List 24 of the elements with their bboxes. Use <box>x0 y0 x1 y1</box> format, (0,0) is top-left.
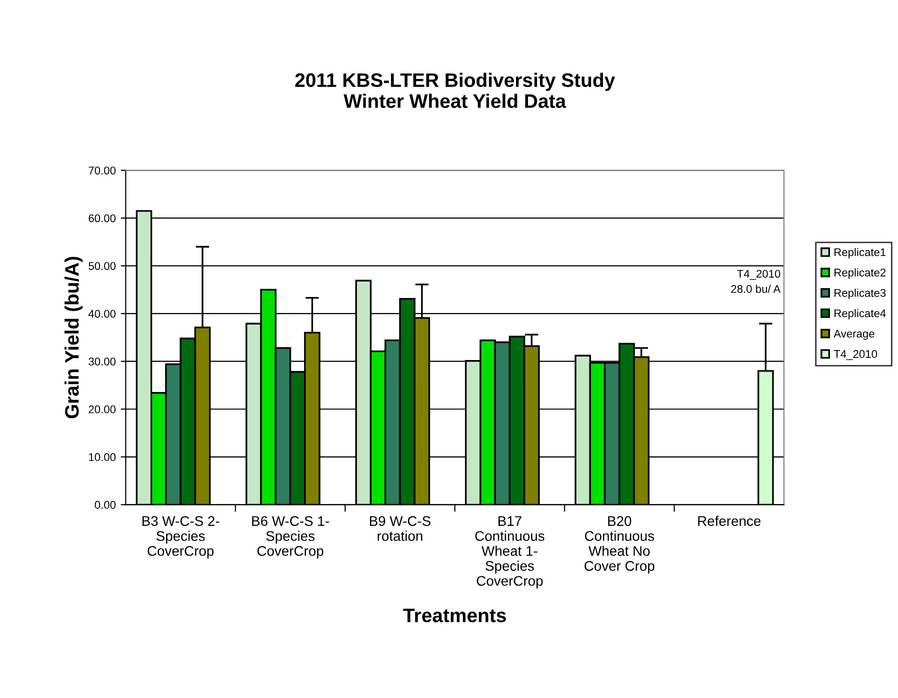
x-tick-label: B3 W-C-S 2- Species CoverCrop <box>142 516 220 559</box>
y-tick-label: 40.00 <box>88 310 116 318</box>
y-tick-label: 0.00 <box>94 500 116 509</box>
legend-label: T4_2010 <box>834 350 878 360</box>
annotation: T4_2010 28.0 bu/ A <box>731 270 781 293</box>
legend-label: Replicate4 <box>834 309 886 320</box>
y-tick-label: 70.00 <box>88 166 116 174</box>
x-tick-label: B17 Continuous Wheat 1- Species CoverCrop <box>475 516 544 589</box>
x-tick-label: B20 Continuous Wheat No Cover Crop <box>584 516 654 574</box>
y-tick-label: 10.00 <box>89 453 116 462</box>
x-tick-label: B6 W-C-S 1- Species CoverCrop <box>252 516 329 559</box>
legend-label: Replicate3 <box>834 288 886 300</box>
x-tick-label: Reference <box>698 516 761 526</box>
legend-label: Replicate2 <box>834 268 886 279</box>
legend-label: Average <box>834 330 874 340</box>
y-tick-label: 30.00 <box>88 358 116 366</box>
x-axis-title: Treatments <box>403 608 506 622</box>
y-tick-label: 50.00 <box>88 262 116 270</box>
y-tick-label: 20.00 <box>88 405 116 414</box>
x-tick-label: B9 W-C-S rotation <box>370 516 430 541</box>
legend-label: Replicate1 <box>834 248 886 258</box>
y-tick-label: 60.00 <box>88 214 116 222</box>
y-axis-title: Grain Yield (bu/A) <box>64 256 83 418</box>
chart-title: 2011 KBS-LTER Biodiversity Study Winter Wheat Yield Data <box>295 72 616 108</box>
